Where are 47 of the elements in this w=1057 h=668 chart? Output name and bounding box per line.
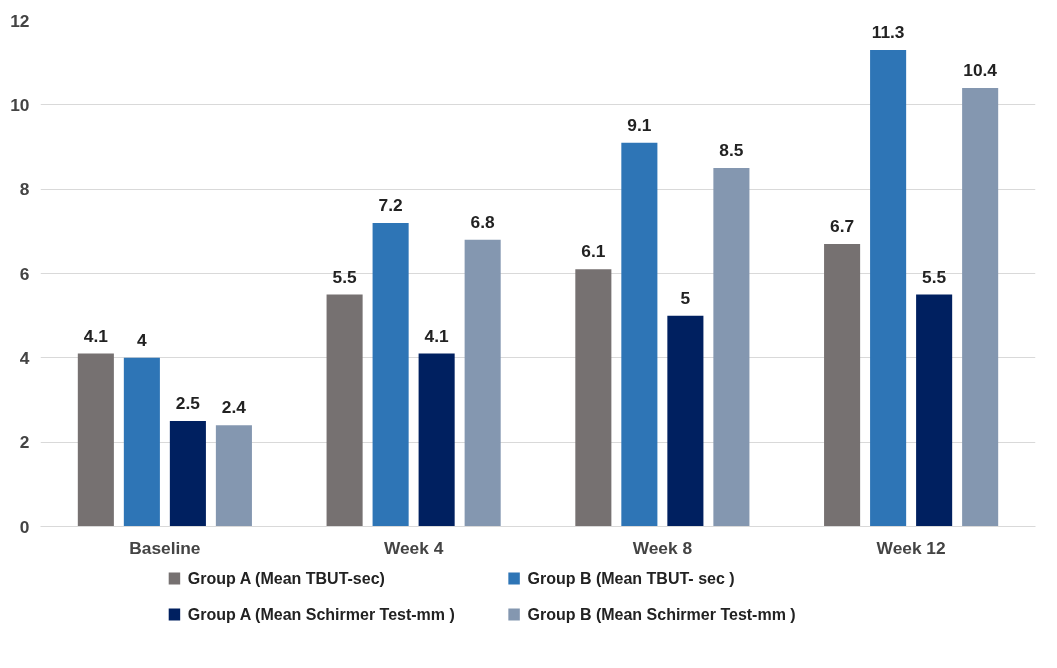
bar bbox=[123, 357, 160, 527]
data-label: 6.7 bbox=[830, 215, 855, 236]
bar bbox=[713, 168, 750, 527]
y-tick-label: 10 bbox=[10, 94, 30, 115]
bar bbox=[169, 421, 206, 527]
bar bbox=[667, 315, 704, 527]
bar bbox=[372, 222, 409, 527]
data-label: 10.4 bbox=[963, 59, 998, 80]
bar bbox=[215, 425, 252, 527]
y-tick-label: 2 bbox=[19, 432, 30, 453]
y-tick-label: 6 bbox=[19, 263, 30, 284]
y-tick-label: 0 bbox=[19, 516, 30, 537]
data-label: 4.1 bbox=[424, 325, 450, 346]
y-tick-label: 4 bbox=[19, 347, 30, 368]
x-tick-label: Week 12 bbox=[876, 537, 946, 558]
data-label: 4.1 bbox=[83, 325, 109, 346]
bar bbox=[916, 294, 953, 527]
data-label: 2.4 bbox=[221, 397, 247, 418]
data-label: 9.1 bbox=[627, 114, 652, 135]
bar bbox=[621, 142, 658, 527]
legend-label: Group A (Mean TBUT-sec) bbox=[187, 570, 385, 587]
x-tick-label: Week 8 bbox=[632, 537, 693, 558]
x-tick-label: Week 4 bbox=[383, 537, 444, 558]
data-label: 7.2 bbox=[378, 194, 403, 215]
bar bbox=[962, 87, 999, 527]
bar bbox=[870, 50, 907, 527]
data-label: 6.8 bbox=[470, 211, 496, 232]
bar bbox=[418, 353, 455, 527]
data-label: 6.1 bbox=[581, 241, 606, 262]
data-label: 5 bbox=[680, 287, 691, 308]
data-label: 8.5 bbox=[719, 140, 744, 161]
bar bbox=[464, 239, 501, 527]
bar bbox=[326, 294, 363, 527]
bar bbox=[824, 243, 861, 527]
bar bbox=[575, 269, 612, 527]
data-label: 5.5 bbox=[332, 266, 357, 287]
data-label: 5.5 bbox=[922, 266, 947, 287]
x-tick-label: Baseline bbox=[129, 537, 201, 558]
legend-label: Group B (Mean Schirmer Test-mm ) bbox=[527, 606, 796, 623]
data-label: 4 bbox=[137, 329, 148, 350]
legend-label: Group B (Mean TBUT- sec ) bbox=[527, 570, 735, 587]
data-label: 11.3 bbox=[871, 22, 905, 43]
y-tick-label: 12 bbox=[10, 10, 30, 31]
bar bbox=[77, 353, 114, 527]
legend-label: Group A (Mean Schirmer Test-mm ) bbox=[187, 606, 455, 623]
y-tick-label: 8 bbox=[19, 179, 30, 200]
data-label: 2.5 bbox=[175, 393, 201, 414]
